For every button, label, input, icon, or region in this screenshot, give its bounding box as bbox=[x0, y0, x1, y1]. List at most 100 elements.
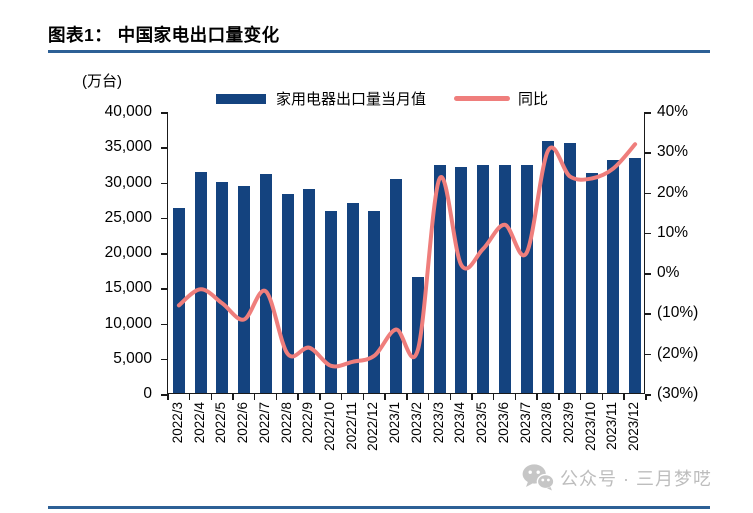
export-volume-bar bbox=[194, 172, 207, 393]
x-axis-tick bbox=[340, 394, 343, 400]
y-axis-tick-left bbox=[161, 253, 167, 255]
bottom-divider bbox=[48, 506, 710, 509]
x-axis-label: 2023/12 bbox=[626, 402, 642, 451]
x-axis-label: 2023/2 bbox=[408, 402, 424, 444]
x-axis-label: 2023/6 bbox=[495, 402, 511, 444]
export-volume-bar bbox=[564, 143, 576, 393]
x-axis-tick bbox=[384, 394, 386, 400]
export-volume-bar bbox=[542, 140, 555, 393]
y-axis-tick-left bbox=[161, 182, 167, 184]
y-axis-tick-right bbox=[645, 232, 651, 235]
x-axis-tick bbox=[406, 394, 408, 400]
y-axis-unit-label: (万台) bbox=[82, 73, 122, 90]
export-volume-bar bbox=[411, 277, 424, 393]
chart-legend: 家用电器出口量当月值 同比 bbox=[216, 88, 548, 109]
x-axis-tick bbox=[558, 394, 560, 400]
export-volume-bar bbox=[346, 203, 359, 393]
x-axis-label: 2023/10 bbox=[582, 402, 598, 451]
y-axis-label-left: 25,000 bbox=[104, 208, 152, 226]
x-axis-tick bbox=[297, 394, 299, 400]
y-axis-tick-left bbox=[161, 147, 167, 149]
y-axis-label-left: 20,000 bbox=[104, 244, 152, 261]
x-axis-tick bbox=[188, 394, 191, 400]
x-axis-tick bbox=[275, 394, 278, 400]
legend-bar-label: 家用电器出口量当月值 bbox=[276, 91, 427, 108]
export-volume-bar bbox=[216, 182, 229, 393]
y-axis-label-left: 40,000 bbox=[104, 103, 152, 120]
x-axis-tick bbox=[362, 394, 364, 400]
x-axis-label: 2023/5 bbox=[474, 402, 489, 444]
y-axis-tick-right bbox=[645, 353, 651, 356]
watermark: 公众号 · 三月梦呓 bbox=[522, 464, 712, 491]
export-volume-bar bbox=[238, 186, 250, 393]
legend-line-label: 同比 bbox=[518, 91, 549, 108]
export-volume-bar bbox=[303, 189, 316, 393]
export-volume-bar bbox=[477, 165, 489, 393]
x-axis-tick bbox=[449, 394, 451, 400]
y-axis-tick-right bbox=[645, 273, 651, 275]
x-axis-label: 2022/6 bbox=[235, 402, 250, 444]
x-axis-tick bbox=[536, 394, 538, 400]
x-axis-label: 2022/3 bbox=[169, 402, 185, 444]
x-axis-label: 2022/10 bbox=[322, 402, 337, 451]
legend-line-swatch bbox=[454, 96, 511, 101]
x-axis-label: 2022/7 bbox=[256, 402, 272, 444]
x-axis-tick bbox=[253, 394, 256, 400]
export-volume-bar bbox=[390, 178, 403, 393]
y-axis-tick-left bbox=[161, 112, 167, 114]
y-axis-label-right: (30%) bbox=[657, 385, 699, 402]
watermark-text: 公众号 · 三月梦呓 bbox=[560, 468, 712, 489]
yoy-line bbox=[176, 142, 638, 369]
export-volume-bar bbox=[629, 157, 642, 393]
x-axis-label: 2023/4 bbox=[452, 402, 468, 444]
y-axis-label-right: 0% bbox=[657, 264, 680, 282]
x-axis-label: 2022/12 bbox=[365, 402, 381, 451]
figure-title: 图表1： 中国家电出口量变化 bbox=[48, 25, 280, 45]
y-axis-tick-left bbox=[161, 323, 167, 325]
legend-bar-swatch bbox=[216, 93, 266, 104]
export-volume-bar bbox=[520, 165, 533, 393]
y-axis-tick-left bbox=[161, 217, 167, 220]
x-axis-label: 2022/9 bbox=[300, 402, 316, 444]
x-axis-label: 2022/11 bbox=[343, 402, 359, 450]
y-axis-label-left: 0 bbox=[143, 385, 152, 402]
x-axis-label: 2022/8 bbox=[278, 402, 294, 444]
y-axis-label-right: (10%) bbox=[657, 304, 699, 322]
x-axis-tick bbox=[319, 394, 321, 400]
y-axis-tick-right bbox=[645, 394, 651, 396]
export-volume-bar bbox=[433, 164, 446, 393]
y-axis-label-left: 10,000 bbox=[104, 314, 152, 332]
y-axis-tick-right bbox=[645, 112, 651, 114]
export-volume-bar bbox=[172, 207, 185, 393]
x-axis-label: 2023/3 bbox=[430, 402, 446, 444]
export-volume-bar bbox=[607, 160, 620, 393]
y-axis-label-left: 35,000 bbox=[104, 138, 152, 156]
y-axis-label-right: 20% bbox=[657, 183, 689, 201]
x-axis-tick bbox=[514, 394, 517, 400]
x-axis-label: 2023/8 bbox=[539, 402, 555, 444]
y-axis-tick-right bbox=[645, 192, 651, 195]
plot-area bbox=[167, 112, 645, 394]
y-axis-tick-left bbox=[161, 358, 167, 361]
y-axis-label-right: 10% bbox=[657, 223, 689, 241]
x-axis-tick bbox=[471, 394, 473, 400]
x-axis-label: 2022/5 bbox=[213, 402, 229, 444]
y-axis-tick-left bbox=[161, 394, 167, 396]
export-volume-bar bbox=[259, 173, 272, 393]
y-axis-label-left: 5,000 bbox=[113, 349, 152, 367]
y-axis-label-left: 30,000 bbox=[104, 173, 152, 191]
x-axis-tick bbox=[645, 394, 647, 400]
export-volume-bar bbox=[585, 173, 598, 393]
title-divider bbox=[48, 50, 710, 53]
y-axis-tick-left bbox=[161, 288, 167, 290]
x-axis-tick bbox=[427, 394, 430, 400]
export-volume-bar bbox=[368, 211, 381, 393]
x-axis-label: 2023/7 bbox=[517, 402, 533, 444]
y-axis-label-right: 30% bbox=[657, 143, 689, 161]
x-axis-tick bbox=[623, 394, 625, 400]
y-axis-label-right: (20%) bbox=[657, 344, 699, 362]
x-axis-label: 2023/11 bbox=[604, 402, 620, 450]
x-axis-label: 2023/9 bbox=[561, 402, 576, 444]
y-axis-tick-right bbox=[645, 313, 651, 315]
